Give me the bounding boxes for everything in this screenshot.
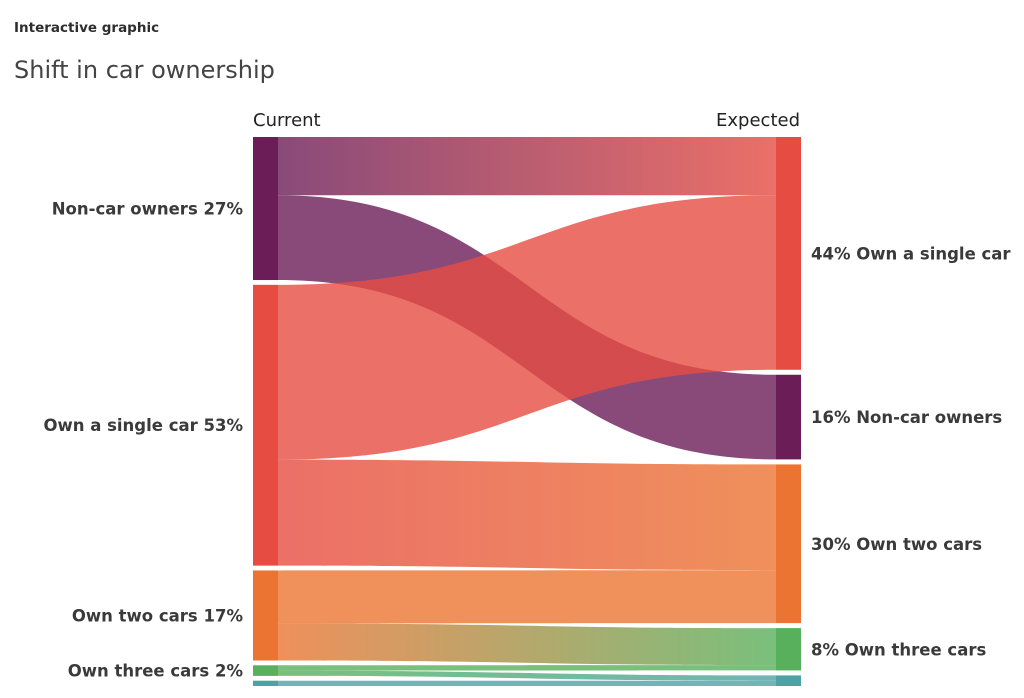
right-node-other[interactable]	[776, 675, 801, 686]
kicker: Interactive graphic	[14, 20, 160, 36]
left-node-two[interactable]	[253, 570, 278, 661]
right-node-two[interactable]	[776, 464, 801, 624]
chart-title: Shift in car ownership	[14, 56, 275, 84]
left-node-three[interactable]	[253, 665, 278, 676]
flow-none-to-one[interactable]	[278, 137, 776, 196]
flow-one-to-two[interactable]	[278, 459, 776, 571]
left-column-header: Current	[253, 110, 321, 131]
right-label-none: 16% Non-car owners	[811, 408, 1002, 427]
flow-other-to-other[interactable]	[278, 680, 776, 686]
flow-three-to-three[interactable]	[278, 665, 776, 671]
left-label-none: Non-car owners 27%	[52, 200, 244, 219]
left-label-two: Own two cars 17%	[72, 606, 244, 625]
right-column-header: Expected	[716, 110, 800, 131]
flow-two-to-three[interactable]	[278, 623, 776, 666]
right-node-three[interactable]	[776, 628, 801, 671]
right-label-three: 8% Own three cars	[811, 640, 986, 659]
left-label-three: Own three cars 2%	[68, 662, 244, 681]
right-node-none[interactable]	[776, 374, 801, 460]
right-node-one[interactable]	[776, 137, 801, 370]
flow-three-to-other[interactable]	[278, 670, 776, 681]
right-label-one: 44% Own a single car	[811, 244, 1011, 263]
left-node-other[interactable]	[253, 680, 278, 686]
right-label-two: 30% Own two cars	[811, 535, 982, 554]
left-node-one[interactable]	[253, 284, 278, 566]
flow-one-to-one[interactable]	[278, 195, 776, 460]
left-node-none[interactable]	[253, 137, 278, 281]
flow-two-to-two[interactable]	[278, 570, 776, 624]
left-label-one: Own a single car 53%	[43, 416, 243, 435]
